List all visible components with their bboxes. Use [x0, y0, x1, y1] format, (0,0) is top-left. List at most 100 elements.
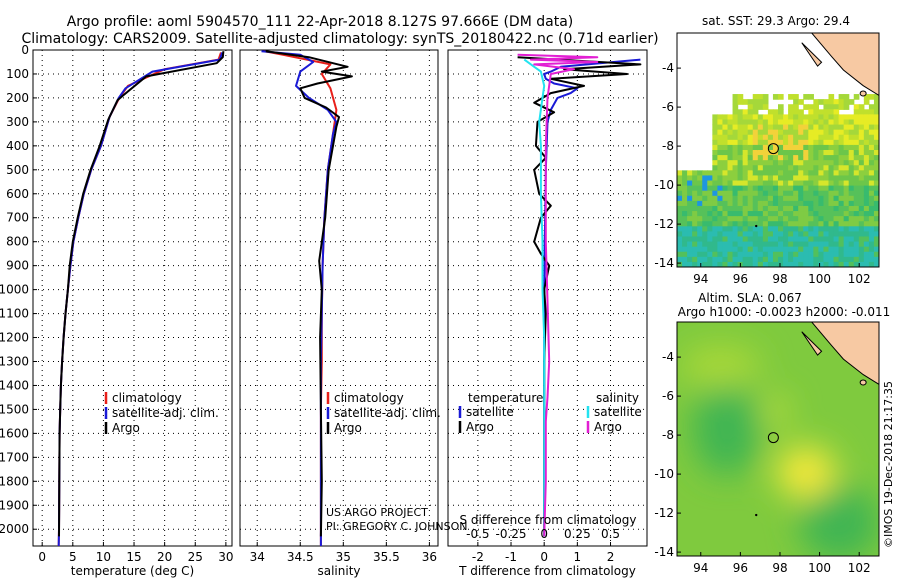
- s-tick-label: -0.5: [466, 527, 489, 541]
- lat-tick-label: -12: [654, 506, 674, 520]
- sst-map-title: sat. SST: 29.3 Argo: 29.4: [702, 14, 850, 28]
- x-tick-label: 36: [422, 550, 437, 564]
- lat-tick-label: -8: [662, 139, 674, 153]
- lon-tick-label: 100: [808, 272, 831, 286]
- lat-tick-label: -4: [662, 350, 674, 364]
- x-tick-label: 34.5: [287, 550, 314, 564]
- depth-tick-label: 800: [6, 235, 29, 249]
- legend-label: Argo: [334, 421, 362, 435]
- sla-map-title: Altim. SLA: 0.067: [698, 291, 802, 305]
- lon-tick-label: 102: [848, 561, 871, 575]
- x-tick-label: 5: [69, 550, 77, 564]
- depth-tick-label: 300: [6, 115, 29, 129]
- plot-frame: [447, 49, 648, 547]
- depth-tick-label: 100: [6, 67, 29, 81]
- series-climatology: [57, 52, 222, 546]
- plot-frame: [32, 49, 233, 547]
- depth-tick-label: 1000: [0, 283, 29, 297]
- island: [859, 90, 867, 97]
- depth-tick-label: 1500: [0, 402, 29, 416]
- lat-tick-label: -12: [654, 217, 674, 231]
- salinity-panel: 34 34.5 35 35.5 36 salinity climatologysatelli…: [239, 49, 441, 578]
- series-satellite: [57, 52, 224, 546]
- depth-tick-label: 1100: [0, 307, 29, 321]
- x-tick-label: 20: [157, 550, 172, 564]
- depth-tick-label: 1900: [0, 498, 29, 512]
- x-tick-label: -2: [472, 550, 484, 564]
- depth-tick-label: 1600: [0, 426, 29, 440]
- x-tick-label: 0: [540, 550, 548, 564]
- series-temperature-argo: [517, 56, 642, 537]
- depth-tick-label: 1800: [0, 474, 29, 488]
- x-tick-label: 30: [218, 550, 233, 564]
- x-tick-label: 0: [38, 550, 46, 564]
- series-salinity-satellite: [523, 58, 546, 537]
- lat-tick-label: -14: [654, 545, 674, 559]
- depth-tick-label: 600: [6, 187, 29, 201]
- x-tick-label: 2: [607, 550, 615, 564]
- temperature-panel: 0100200300400500600700800900100011001200…: [0, 43, 234, 578]
- depth-tick-label: 700: [6, 211, 29, 225]
- s-tick-label: 0: [540, 527, 548, 541]
- legend-title-temperature: temperature: [468, 391, 543, 405]
- island-christmas: [755, 224, 758, 228]
- plot-frame: [239, 49, 439, 547]
- lat-tick-label: -6: [662, 389, 674, 403]
- island-christmas: [755, 513, 758, 517]
- x-tick-label: 15: [126, 550, 141, 564]
- s-tick-label: 0.5: [601, 527, 620, 541]
- legend-label: satellite-adj. clim.: [112, 406, 219, 420]
- x-tick-label: 1: [574, 550, 582, 564]
- x-axis-label: temperature (deg C): [71, 564, 194, 578]
- series-temperature-satellite: [543, 58, 641, 537]
- lon-tick-label: 96: [733, 272, 748, 286]
- depth-tick-label: 400: [6, 139, 29, 153]
- depth-tick-label: 200: [6, 91, 29, 105]
- credit-pi: PI: GREGORY C. JOHNSON: [326, 520, 467, 533]
- lat-tick-label: -6: [662, 100, 674, 114]
- s-axis-label: S difference from climatology: [460, 513, 637, 527]
- lon-tick-label: 94: [693, 561, 708, 575]
- legend-label: satellite-adj. clim.: [334, 406, 441, 420]
- depth-tick-label: 500: [6, 163, 29, 177]
- series-argo: [265, 50, 353, 537]
- x-axis-label: salinity: [317, 564, 360, 578]
- legend-label: Argo: [466, 420, 494, 434]
- lat-tick-label: -14: [654, 256, 674, 270]
- figure-title-line1: Argo profile: aoml 5904570_111 22-Apr-20…: [67, 14, 574, 30]
- difference-panel: -2 -1 0 1 2T difference from climatology -0.5…: [447, 49, 648, 578]
- lat-tick-label: -4: [662, 61, 674, 75]
- x-tick-label: 25: [188, 550, 203, 564]
- legend-label: climatology: [112, 391, 182, 405]
- timestamp-stamp: ©IMOS 19-Dec-2018 21:17:35: [882, 381, 895, 548]
- x-tick-label: 34: [250, 550, 265, 564]
- figure-title-line2: Climatology: CARS2009. Satellite-adjuste…: [21, 31, 658, 47]
- s-tick-label: -0.25: [495, 527, 526, 541]
- lat-tick-label: -10: [654, 178, 674, 192]
- depth-tick-label: 2000: [0, 522, 29, 536]
- x-tick-label: -1: [505, 550, 517, 564]
- lat-tick-label: -8: [662, 428, 674, 442]
- x-tick-label: 10: [96, 550, 111, 564]
- island: [859, 379, 867, 386]
- x-tick-label: 35: [336, 550, 351, 564]
- legend-label: Argo: [112, 421, 140, 435]
- lon-tick-label: 98: [772, 561, 787, 575]
- lon-tick-label: 102: [848, 272, 871, 286]
- credit-project: US ARGO PROJECT: [326, 506, 428, 519]
- sst-field: [677, 94, 879, 267]
- lon-tick-label: 96: [733, 561, 748, 575]
- lon-tick-label: 94: [693, 272, 708, 286]
- land-sumatra: [811, 322, 879, 385]
- map-frame: [676, 321, 880, 557]
- sst-map-panel: 94 96 98 100 102 -4 -6 -8 -10 -12 -14 sat. SST: 29.…: [654, 14, 880, 286]
- sla-map-panel: 94 96 98 100 102 -4 -6 -8 -10 -12 -14 Altim. SLA: 0…: [654, 291, 890, 575]
- profile-location-marker: [767, 432, 779, 444]
- x-axis-label: T difference from climatology: [458, 564, 636, 578]
- map-frame: [676, 32, 880, 268]
- legend-label: satellite: [466, 405, 514, 419]
- island: [801, 331, 823, 356]
- legend-label: satellite: [594, 405, 642, 419]
- profile-location-marker: [767, 143, 779, 155]
